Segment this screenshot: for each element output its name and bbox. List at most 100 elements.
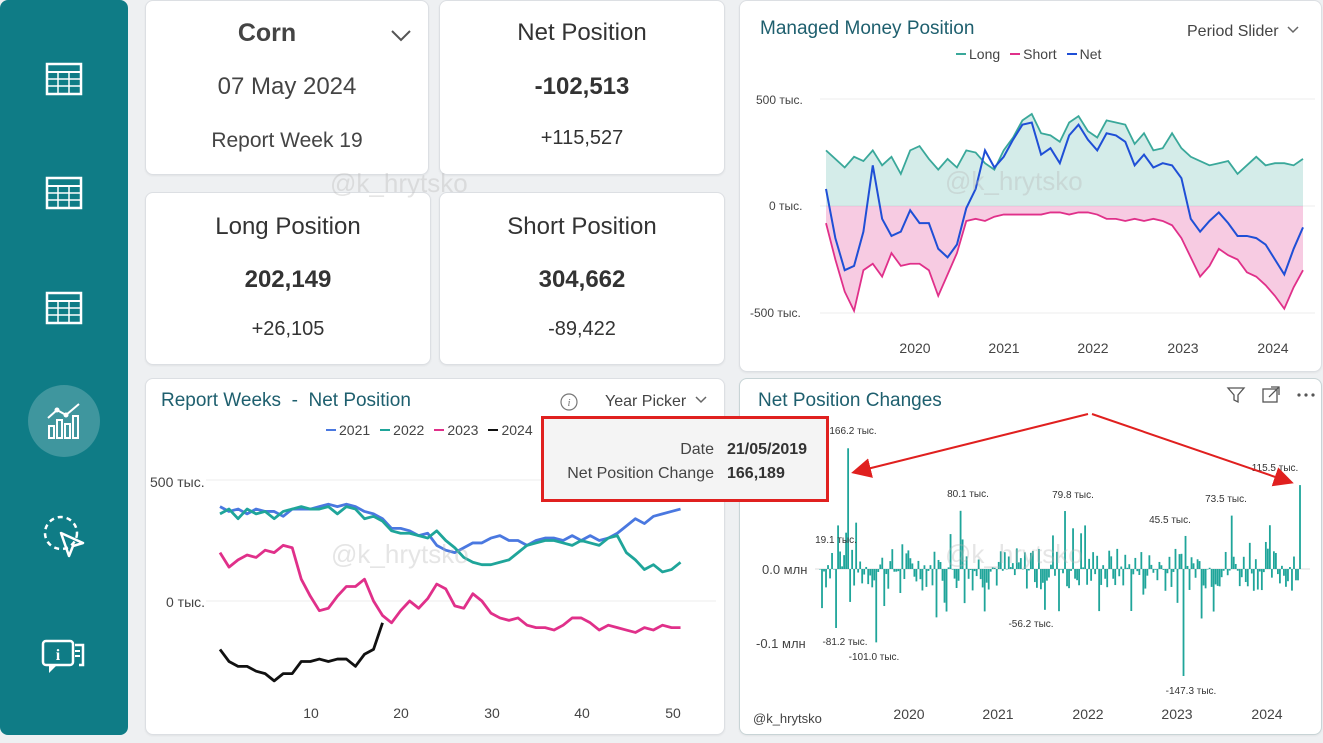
bar	[909, 558, 912, 569]
nc-x-label: 2021	[982, 706, 1014, 722]
bar-data-label: 45.5 тыс.	[1149, 515, 1191, 526]
area-long	[826, 113, 1303, 206]
bar	[835, 569, 837, 628]
bar	[937, 559, 940, 569]
bar	[917, 560, 920, 569]
svg-text:i: i	[56, 647, 61, 664]
bar	[911, 563, 914, 569]
bar	[1100, 569, 1103, 585]
legend-long: Long	[956, 46, 1000, 62]
bar	[901, 544, 904, 569]
bar	[1023, 552, 1026, 569]
nc-y-label: 0.0 млн	[762, 562, 808, 577]
bar	[983, 569, 986, 612]
year-picker[interactable]: Year Picker	[605, 393, 707, 411]
net-position-title: Net Position	[517, 19, 647, 46]
bar	[1142, 569, 1145, 595]
nc-x-label: 2020	[893, 706, 925, 722]
bar	[1196, 559, 1199, 569]
bar	[1210, 569, 1213, 587]
analytics-icon	[47, 403, 80, 439]
commodity-selector-value[interactable]: Corn	[237, 19, 297, 47]
long-position-delta: +26,105	[251, 318, 325, 340]
net-position-delta: +115,527	[540, 127, 624, 149]
bar	[947, 567, 950, 569]
period-slider[interactable]: Period Slider	[1187, 23, 1299, 41]
focus-mode-icon[interactable]	[1262, 386, 1280, 404]
chevron-down-icon[interactable]	[390, 29, 412, 43]
bar	[867, 569, 870, 585]
bar	[925, 569, 928, 587]
filter-icon[interactable]	[1226, 386, 1246, 404]
bar	[1230, 515, 1233, 569]
bar	[955, 569, 958, 588]
nc-y-label: -0.1 млн	[756, 636, 806, 651]
bar	[1248, 542, 1251, 569]
bar	[1268, 525, 1271, 569]
nav-analytics-button[interactable]	[28, 385, 100, 457]
bar	[829, 569, 831, 579]
rw-y-label: 500 тыс.	[150, 474, 205, 490]
bar	[977, 559, 980, 569]
bar	[1126, 567, 1129, 569]
bar	[869, 569, 872, 576]
bar	[1178, 554, 1181, 569]
bar	[1005, 569, 1008, 570]
bar	[1048, 569, 1050, 578]
bar	[1033, 569, 1036, 583]
bar	[907, 550, 910, 569]
bar	[995, 569, 998, 586]
info-icon[interactable]: i	[560, 393, 578, 411]
bar	[1260, 569, 1263, 591]
bar	[1092, 552, 1095, 569]
nav-table-button-1[interactable]	[28, 43, 100, 115]
bar	[1190, 557, 1193, 569]
bar	[893, 569, 896, 572]
report-weeks-legend: 2021 2022 2023 2024	[326, 422, 533, 438]
mm-x-label: 2020	[899, 340, 931, 356]
bar	[1001, 569, 1004, 571]
bar	[951, 569, 954, 570]
bar	[941, 569, 944, 581]
bar	[1224, 551, 1227, 569]
bar	[1297, 569, 1299, 581]
nav-select-button[interactable]	[28, 500, 100, 572]
report-weeks-panel: Report Weeks - Net Position i Year Picke…	[145, 378, 725, 735]
bar	[915, 569, 918, 582]
bar	[851, 549, 854, 569]
bar	[1270, 569, 1273, 578]
bar	[1072, 528, 1074, 569]
bar	[1281, 565, 1283, 569]
bar	[843, 555, 846, 569]
bar	[1277, 569, 1279, 575]
bar	[1168, 556, 1171, 569]
mm-y-label: -500 тыс.	[750, 306, 801, 320]
bar	[1064, 511, 1066, 569]
bar	[1104, 569, 1107, 579]
bar	[903, 569, 906, 580]
bar	[897, 569, 900, 572]
bar	[825, 569, 827, 588]
bar	[1262, 569, 1265, 573]
net-changes-title: Net Position Changes	[758, 390, 942, 411]
watermark: @k_hrytsko	[945, 166, 1083, 196]
bar	[1264, 541, 1267, 569]
bar	[895, 569, 898, 572]
nav-table-button-2[interactable]	[28, 157, 100, 229]
bar	[873, 569, 876, 581]
bar	[1011, 563, 1014, 569]
nav-table-button-3[interactable]	[28, 272, 100, 344]
bar	[1192, 563, 1195, 569]
legend-net: Net	[1066, 46, 1101, 62]
bar	[1060, 569, 1062, 570]
bar	[841, 566, 843, 569]
bar	[965, 556, 968, 569]
bar	[1066, 569, 1068, 587]
bar	[885, 569, 888, 575]
bar	[1246, 569, 1249, 587]
series-line-2024	[218, 622, 384, 683]
bar	[849, 569, 852, 602]
more-options-icon[interactable]	[1296, 392, 1316, 398]
bar	[1076, 569, 1078, 581]
nav-info-button[interactable]: i	[28, 620, 100, 692]
